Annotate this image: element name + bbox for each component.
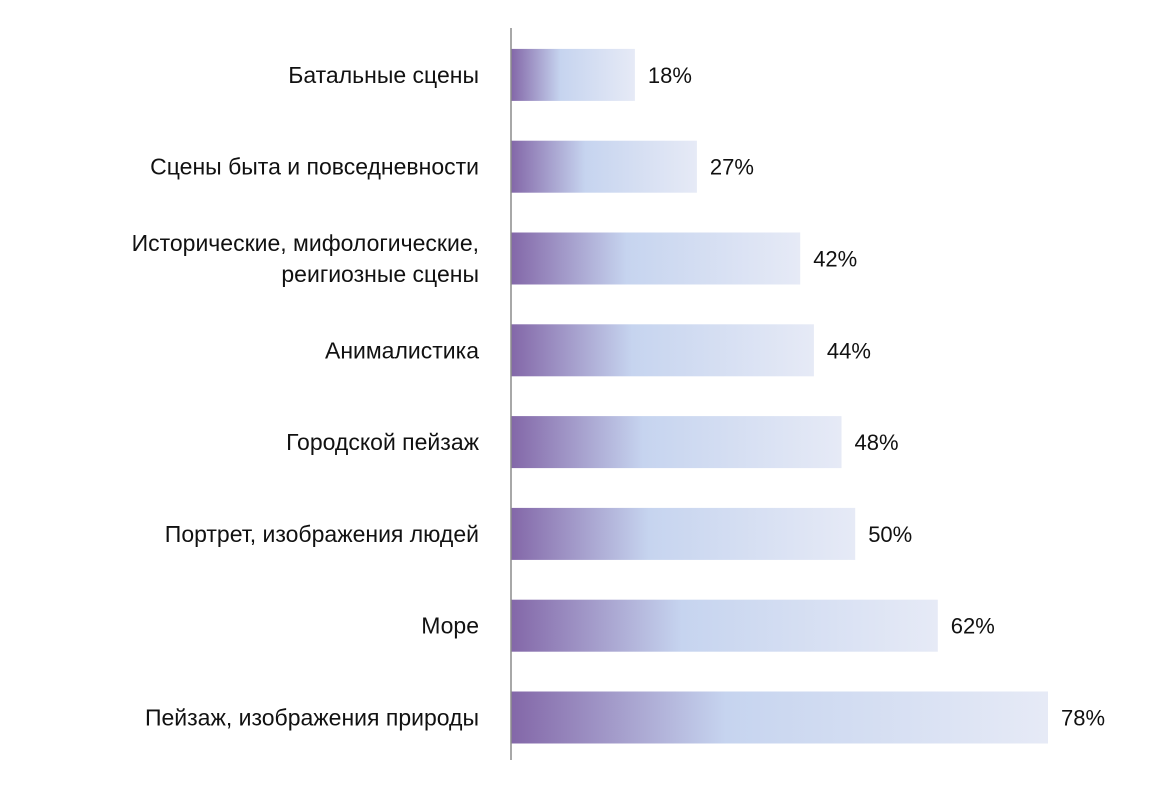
category-label-5: Городской пейзаж (286, 429, 479, 455)
value-label-6: 50% (868, 522, 912, 547)
bar-7 (511, 599, 938, 652)
bar-2 (511, 140, 697, 193)
value-label-8: 78% (1061, 706, 1105, 731)
value-label-4: 44% (827, 338, 871, 363)
category-label-3: Исторические, мифологические, реигиозные … (132, 230, 479, 287)
bar-5 (511, 416, 842, 469)
category-label-line: Пейзаж, изображения природы (145, 705, 479, 731)
category-label-line: Море (421, 613, 479, 639)
category-labels-layer: Батальные сцены Сцены быта и повседневнос… (132, 62, 480, 731)
bars-layer (511, 48, 1048, 744)
category-label-6: Портрет, изображения людей (165, 521, 479, 547)
bar-6 (511, 507, 856, 560)
category-label-line: Анималистика (325, 337, 479, 363)
value-label-5: 48% (855, 430, 899, 455)
category-label-4: Анималистика (325, 337, 479, 363)
value-label-1: 18% (648, 63, 692, 88)
value-label-3: 42% (813, 247, 857, 272)
category-label-line: Батальные сцены (288, 62, 479, 88)
value-label-2: 27% (710, 155, 754, 180)
category-label-8: Пейзаж, изображения природы (145, 705, 479, 731)
bar-4 (511, 324, 814, 377)
bar-1 (511, 48, 635, 101)
bar-8 (511, 691, 1048, 744)
value-labels-layer: 18% 27% 42% 44% 48% 50% 62% 78% (648, 63, 1105, 731)
value-label-7: 62% (951, 614, 995, 639)
category-label-line: Городской пейзаж (286, 429, 479, 455)
category-label-line: Исторические, мифологические, (132, 230, 479, 256)
bar-3 (511, 232, 801, 285)
category-label-1: Батальные сцены (288, 62, 479, 88)
category-label-2: Сцены быта и повседневности (150, 154, 479, 180)
category-label-7: Море (421, 613, 479, 639)
category-label-line: реигиозные сцены (281, 261, 479, 287)
category-label-line: Портрет, изображения людей (165, 521, 479, 547)
category-label-line: Сцены быта и повседневности (150, 154, 479, 180)
